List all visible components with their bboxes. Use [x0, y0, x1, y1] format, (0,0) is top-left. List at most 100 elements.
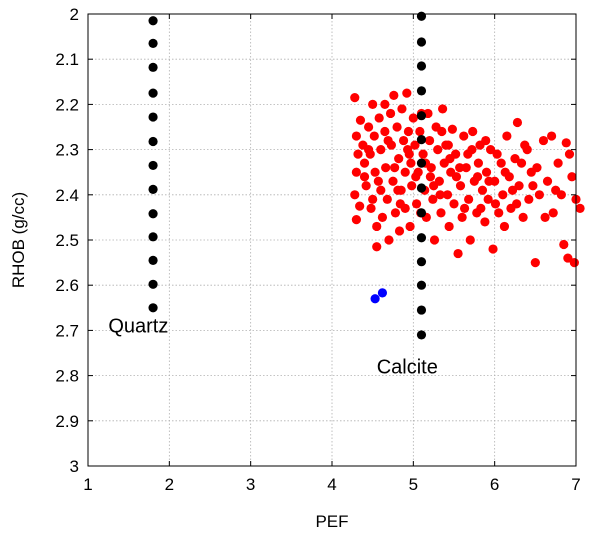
data-point	[416, 183, 427, 193]
data-point	[402, 88, 412, 98]
data-point	[453, 248, 463, 259]
data-point	[551, 185, 561, 195]
data-point	[148, 209, 158, 219]
data-point	[455, 163, 465, 173]
data-point	[416, 233, 427, 243]
x-tick-label: 2	[165, 475, 174, 494]
data-point	[398, 135, 409, 146]
data-point	[148, 16, 158, 26]
data-point	[380, 126, 390, 137]
data-point	[459, 203, 470, 213]
y-tick-label: 2.7	[55, 321, 79, 340]
data-point	[351, 215, 361, 225]
axes: 1 2 3 4 5 6 7 2 2.1 2.2 2.3 2.4 2.5 2.6 2.7 2.8 2.9 3	[55, 5, 580, 494]
data-point	[366, 203, 376, 213]
y-tick-label: 2.2	[55, 95, 79, 114]
data-point	[148, 88, 158, 98]
annotation-label: Quartz	[108, 316, 168, 338]
data-point	[373, 176, 383, 186]
data-point	[518, 212, 528, 222]
data-point	[370, 167, 380, 177]
y-tick-label: 2.3	[55, 141, 79, 160]
data-point	[473, 158, 483, 168]
data-point	[372, 221, 382, 232]
y-tick-label: 3	[70, 457, 79, 476]
data-point	[444, 221, 454, 232]
data-point	[361, 181, 371, 191]
data-point	[428, 194, 438, 204]
data-point	[502, 131, 512, 141]
data-point	[411, 172, 421, 182]
data-point	[451, 172, 462, 182]
data-point	[416, 158, 427, 168]
annotation-label: Calcite	[377, 356, 438, 378]
data-point	[397, 104, 407, 114]
data-point	[355, 201, 365, 211]
data-points	[148, 11, 585, 340]
data-point	[548, 208, 558, 218]
data-point	[465, 235, 475, 245]
data-point	[532, 163, 542, 173]
y-tick-label: 2.4	[55, 186, 79, 205]
data-point	[351, 167, 361, 177]
data-point	[416, 280, 427, 290]
data-point	[407, 181, 417, 191]
data-point	[390, 208, 401, 218]
data-point	[381, 163, 391, 173]
x-tick-label: 1	[83, 475, 92, 494]
data-point	[443, 140, 453, 150]
y-tick-label: 2.9	[55, 412, 79, 431]
data-point	[148, 279, 158, 289]
data-point	[486, 145, 496, 155]
data-point	[507, 185, 518, 195]
data-point	[461, 163, 471, 173]
data-point	[530, 258, 540, 268]
grid-lines	[88, 14, 576, 466]
data-point	[510, 154, 520, 164]
data-point	[355, 115, 366, 125]
data-point	[376, 145, 386, 155]
data-point	[410, 140, 420, 150]
data-point	[350, 190, 360, 200]
data-point	[435, 190, 445, 200]
data-point	[559, 239, 569, 250]
data-point	[353, 149, 363, 159]
data-point	[359, 172, 370, 182]
data-point	[148, 112, 158, 122]
x-axis-label: PEF	[315, 512, 348, 531]
data-point	[528, 181, 538, 191]
data-point	[148, 62, 158, 72]
data-point	[372, 242, 382, 252]
data-point	[418, 149, 428, 159]
data-point	[368, 99, 378, 109]
data-point	[563, 253, 573, 263]
data-point	[388, 176, 398, 186]
data-point	[468, 126, 478, 137]
data-point	[564, 149, 575, 159]
data-point	[512, 199, 522, 209]
data-point	[569, 258, 579, 268]
data-point	[405, 221, 415, 232]
data-point	[455, 181, 466, 191]
data-point	[377, 288, 388, 298]
data-point	[498, 190, 508, 200]
data-point	[472, 172, 483, 182]
data-point	[425, 135, 435, 146]
data-point	[369, 131, 379, 141]
x-tick-label: 6	[490, 475, 499, 494]
data-point	[377, 212, 388, 222]
data-point	[459, 131, 469, 141]
y-tick-label: 2.6	[55, 276, 79, 295]
data-point	[383, 135, 393, 146]
data-point	[438, 104, 448, 114]
data-point	[384, 235, 394, 245]
data-point	[148, 136, 158, 147]
data-point	[415, 126, 425, 137]
y-tick-label: 2	[70, 5, 79, 24]
data-point	[148, 232, 158, 242]
data-point	[483, 194, 493, 204]
data-point	[400, 167, 410, 177]
data-point	[512, 117, 523, 128]
y-axis-label: RHOB (g/cc)	[9, 192, 28, 288]
data-point	[416, 11, 427, 21]
